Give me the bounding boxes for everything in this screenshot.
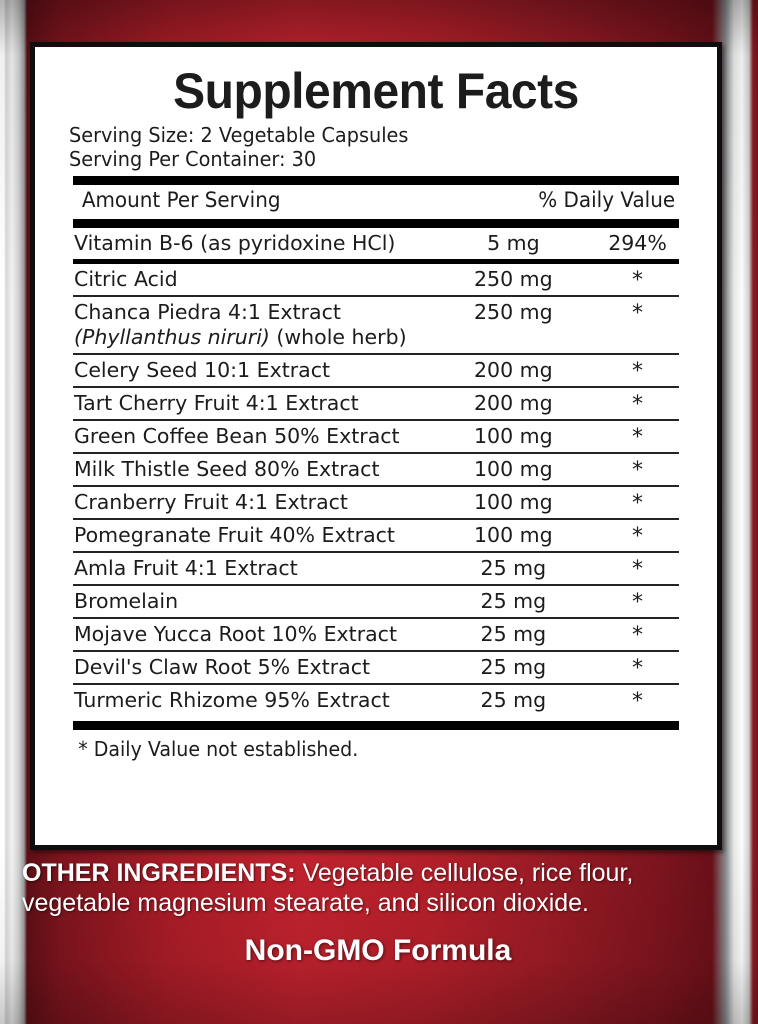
serving-size-text: Serving Size: 2 Vegetable Capsules [69, 123, 409, 147]
other-ingredients-line1: Vegetable cellulose, rice flour, [295, 859, 634, 887]
other-ingredients-block: OTHER INGREDIENTS: Vegetable cellulose, … [22, 858, 734, 918]
table-row: Tart Cherry Fruit 4:1 Extract 200 mg * [63, 388, 689, 419]
ingredient-daily-value: * [632, 689, 644, 714]
servings-per-container-text: Serving Per Container: 30 [69, 147, 317, 171]
ingredient-daily-value: * [632, 623, 644, 648]
table-row: Milk Thistle Seed 80% Extract 100 mg * [63, 454, 689, 485]
row-separator [63, 452, 689, 454]
other-ingredients-line2: vegetable magnesium stearate, and silico… [22, 889, 590, 917]
ingredient-name: Green Coffee Bean 50% Extract [74, 424, 400, 448]
table-row: Citric Acid 250 mg * [63, 264, 689, 295]
ingredient-amount: 25 mg [480, 655, 547, 679]
row-separator [63, 518, 689, 520]
ingredient-daily-value: * [632, 656, 644, 681]
column-header-amount-per-serving: Amount Per Serving [81, 188, 281, 212]
ingredient-name: Devil's Claw Root 5% Extract [74, 655, 371, 679]
table-header-row: Amount Per Serving % Daily Value [63, 185, 689, 216]
ingredients-table: Vitamin B-6 (as pyridoxine HCl) 5 mg 294% C… [63, 228, 689, 716]
ingredient-name: Citric Acid [74, 267, 178, 291]
ingredient-daily-value: * [632, 590, 644, 615]
row-separator [63, 485, 689, 487]
table-row: Green Coffee Bean 50% Extract 100 mg * [63, 421, 689, 452]
table-row: Vitamin B-6 (as pyridoxine HCl) 5 mg 294% [63, 228, 689, 259]
ingredient-amount: 25 mg [480, 589, 547, 613]
ingredient-name: Chanca Piedra 4:1 Extract (Phyllanthus ni… [74, 300, 407, 349]
ingredient-daily-value: * [632, 524, 644, 549]
row-separator [63, 386, 689, 388]
rule-below-header [73, 219, 679, 228]
ingredient-name: Celery Seed 10:1 Extract [74, 358, 331, 382]
ingredient-amount: 200 mg [474, 358, 553, 382]
ingredient-name: Cranberry Fruit 4:1 Extract [74, 490, 348, 514]
supplement-facts-table: Amount Per Serving % Daily Value [63, 185, 689, 216]
table-row: Pomegranate Fruit 40% Extract 100 mg * [63, 520, 689, 551]
ingredient-daily-value: * [632, 301, 644, 326]
non-gmo-claim: Non-GMO Formula [244, 934, 512, 967]
table-row: Mojave Yucca Root 10% Extract 25 mg * [63, 619, 689, 650]
daily-value-footnote: * Daily Value not established. [78, 737, 359, 761]
ingredient-name: Mojave Yucca Root 10% Extract [74, 622, 397, 646]
table-row: Chanca Piedra 4:1 Extract (Phyllanthus ni… [63, 297, 689, 353]
ingredient-daily-value: * [632, 359, 644, 384]
other-ingredients-label: OTHER INGREDIENTS: [22, 859, 296, 887]
row-separator [63, 683, 689, 685]
table-row: Turmeric Rhizome 95% Extract 25 mg * [63, 685, 689, 716]
table-row: Bromelain 25 mg * [63, 586, 689, 617]
ingredient-daily-value: * [632, 557, 644, 582]
ingredient-daily-value: * [632, 491, 644, 516]
rule-above-footnote [73, 721, 679, 730]
ingredient-amount: 25 mg [480, 622, 547, 646]
ingredient-daily-value: * [632, 392, 644, 417]
ingredient-name: Turmeric Rhizome 95% Extract [74, 688, 390, 712]
ingredient-amount: 100 mg [474, 523, 553, 547]
table-row: Cranberry Fruit 4:1 Extract 100 mg * [63, 487, 689, 518]
ingredient-daily-value: 294% [608, 231, 667, 255]
row-separator [63, 584, 689, 586]
row-separator [63, 259, 689, 264]
row-separator [63, 353, 689, 355]
ingredient-daily-value: * [632, 425, 644, 450]
supplement-facts-panel: Supplement Facts Serving Size: 2 Vegetab… [30, 42, 722, 850]
ingredient-amount: 250 mg [474, 267, 553, 291]
ingredient-name: Tart Cherry Fruit 4:1 Extract [74, 391, 359, 415]
ingredient-name: Vitamin B-6 (as pyridoxine HCl) [74, 231, 396, 255]
column-header-daily-value: % Daily Value [538, 188, 676, 212]
row-separator [63, 419, 689, 421]
row-separator [63, 295, 689, 297]
ingredient-name: Milk Thistle Seed 80% Extract [74, 457, 380, 481]
table-row: Amla Fruit 4:1 Extract 25 mg * [63, 553, 689, 584]
page-title: Supplement Facts [173, 63, 579, 119]
rule-above-header [73, 176, 679, 185]
ingredient-name: Pomegranate Fruit 40% Extract [74, 523, 395, 547]
ingredient-amount: 25 mg [480, 688, 547, 712]
ingredient-amount: 25 mg [480, 556, 547, 580]
ingredient-amount: 5 mg [487, 231, 540, 255]
ingredient-name: Bromelain [74, 589, 179, 613]
ingredient-amount: 100 mg [474, 457, 553, 481]
ingredient-botanical-name: (Phyllanthus niruri) [74, 325, 270, 349]
ingredient-amount: 200 mg [474, 391, 553, 415]
row-separator [63, 551, 689, 553]
row-separator [63, 617, 689, 619]
ingredient-name: Amla Fruit 4:1 Extract [74, 556, 298, 580]
table-row: Celery Seed 10:1 Extract 200 mg * [63, 355, 689, 386]
serving-info: Serving Size: 2 Vegetable Capsules Servi… [69, 123, 652, 171]
ingredient-amount: 100 mg [474, 490, 553, 514]
ingredient-daily-value: * [632, 268, 644, 293]
table-row: Devil's Claw Root 5% Extract 25 mg * [63, 652, 689, 683]
ingredient-amount: 100 mg [474, 424, 553, 448]
ingredient-daily-value: * [632, 458, 644, 483]
row-separator [63, 650, 689, 652]
ingredient-amount: 250 mg [474, 300, 553, 324]
